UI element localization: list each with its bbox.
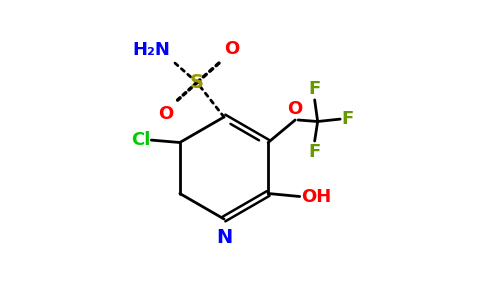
Text: H₂N: H₂N bbox=[132, 40, 170, 58]
Text: N: N bbox=[216, 228, 232, 247]
Text: Cl: Cl bbox=[131, 131, 151, 149]
Text: F: F bbox=[308, 80, 321, 98]
Text: S: S bbox=[190, 73, 204, 92]
Text: O: O bbox=[224, 40, 239, 58]
Text: F: F bbox=[342, 110, 354, 128]
Text: O: O bbox=[287, 100, 303, 118]
Text: OH: OH bbox=[301, 188, 332, 206]
Text: O: O bbox=[158, 105, 173, 123]
Text: F: F bbox=[308, 143, 321, 161]
